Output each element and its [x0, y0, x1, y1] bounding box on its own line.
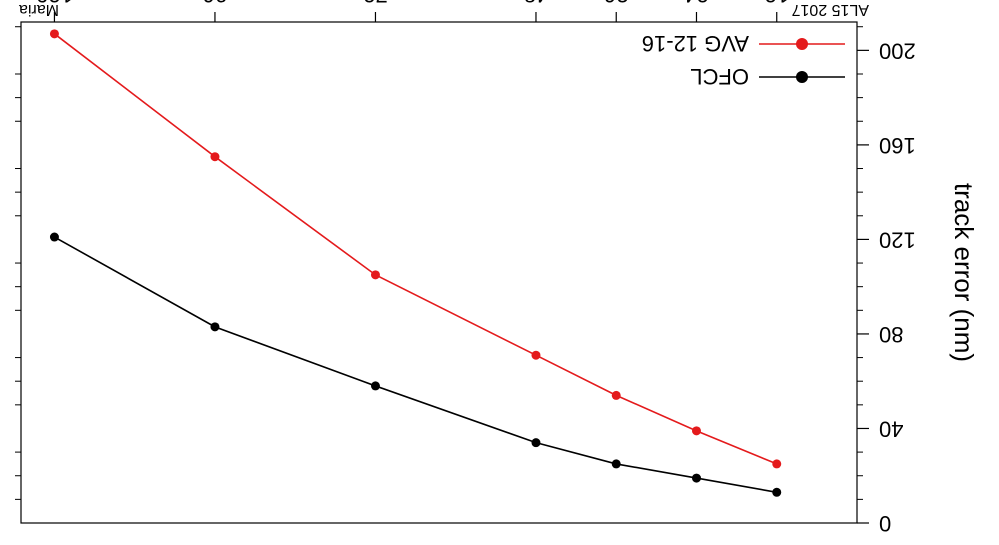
x-tick-label: 72 — [363, 0, 387, 7]
data-point — [210, 152, 220, 162]
legend-label: AVG 12-16 — [642, 31, 749, 56]
y-axis-title: track error (nm) — [949, 183, 979, 362]
data-point — [691, 473, 701, 483]
y-tick-label: 200 — [879, 38, 916, 63]
chart-marks — [15, 12, 869, 524]
storm-id-label: AL15 2017 — [791, 1, 869, 18]
legend-marker — [796, 71, 808, 83]
data-point — [370, 381, 380, 391]
rotated-figure: 0408012016020012(55)24(53)36(51)48(49)72… — [15, 0, 979, 536]
x-tick-label: 36 — [604, 0, 628, 7]
data-point — [611, 459, 621, 469]
plot-frame — [20, 21, 858, 524]
data-point — [772, 487, 782, 497]
x-tick-label: 120 — [36, 0, 73, 7]
storm-name-label: Maria — [19, 1, 59, 18]
data-point — [531, 438, 541, 448]
data-point — [370, 270, 380, 280]
chart-labels: 0408012016020012(55)24(53)36(51)48(49)72… — [19, 0, 979, 536]
x-tick-label: 24 — [684, 0, 708, 7]
data-point — [49, 29, 59, 39]
data-point — [49, 232, 59, 242]
y-tick-label: 0 — [879, 511, 891, 536]
data-point — [531, 350, 541, 360]
x-tick-label: 96 — [203, 0, 227, 7]
y-tick-label: 40 — [879, 416, 903, 441]
legend-label: OFCL — [690, 64, 749, 89]
data-point — [691, 426, 701, 436]
x-tick-label: 12 — [765, 0, 789, 7]
legend-marker — [796, 38, 808, 50]
y-tick-label: 120 — [879, 227, 916, 252]
data-point — [210, 322, 220, 332]
x-tick-label: 48 — [524, 0, 548, 7]
y-tick-label: 160 — [879, 133, 916, 158]
series-line-0 — [54, 236, 777, 494]
data-point — [772, 459, 782, 469]
y-tick-label: 80 — [879, 322, 903, 347]
data-point — [611, 390, 621, 400]
